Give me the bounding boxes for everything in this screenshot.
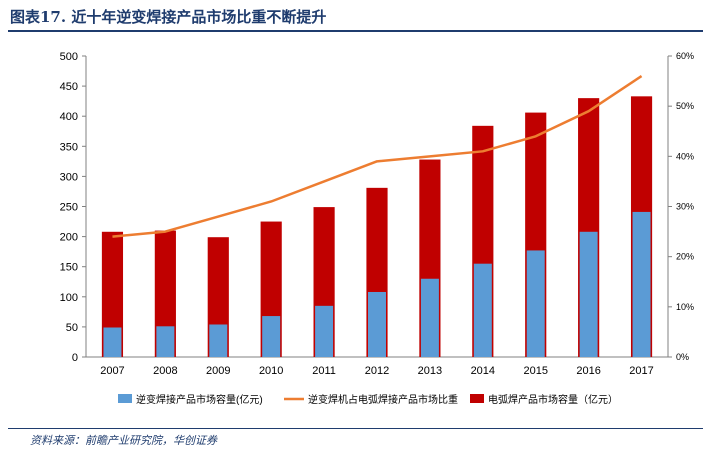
legend-swatch-bar [470, 394, 484, 403]
bar-inverter-welding [368, 291, 386, 357]
source-note: 资料来源：前瞻产业研究院，华创证券 [30, 434, 217, 447]
y-left-tick-label: 250 [60, 202, 78, 214]
bar-arc-welding [101, 231, 124, 357]
legend-label: 逆变焊机占电弧焊接产品市场比重 [308, 393, 458, 406]
x-tick-label: 2014 [471, 365, 495, 377]
y-right-tick-label: 60% [676, 51, 694, 61]
bar-inverter-welding [632, 211, 651, 357]
y-left-tick-label: 0 [72, 352, 78, 364]
y-left-tick-label: 200 [60, 232, 78, 244]
y-right-tick-label: 40% [676, 151, 694, 161]
bar-inverter-welding [420, 278, 439, 357]
bar-inverter-welding [209, 324, 228, 357]
y-right-tick-label: 20% [676, 252, 694, 262]
legend-label: 电弧焊产品市场容量（亿元） [488, 393, 618, 406]
x-tick-label: 2008 [153, 365, 177, 377]
figure-title: 图表17. 近十年逆变焊接产品市场比重不断提升 [10, 8, 327, 26]
bar-inverter-welding [315, 305, 334, 357]
line-inverter-share [112, 75, 643, 238]
x-tick-label: 2015 [523, 365, 547, 377]
x-tick-label: 2017 [629, 365, 653, 377]
bar-inverter-welding [526, 250, 545, 357]
bar-inverter-welding [103, 327, 122, 357]
y-left-tick-label: 400 [60, 111, 78, 123]
y-left-tick-label: 450 [60, 81, 78, 93]
y-left-tick-label: 150 [60, 262, 78, 274]
x-tick-label: 2010 [259, 365, 283, 377]
x-tick-label: 2013 [418, 365, 442, 377]
combo-chart: 0 50 100 150 200 250 300 350 400 450 500 0% 10% 20% 30… [60, 51, 694, 406]
y-left-tick-label: 350 [60, 141, 78, 153]
x-tick-label: 2012 [365, 365, 389, 377]
footer-divider [8, 428, 703, 429]
bar-arc-welding [154, 230, 176, 357]
y-left-tick-label: 500 [60, 51, 78, 63]
bar-inverter-welding [473, 263, 492, 357]
bar-inverter-welding [156, 326, 175, 357]
legend-label: 逆变焊接产品市场容量(亿元) [136, 393, 263, 406]
chart-container: 0 50 100 150 200 250 300 350 400 450 500 0% 10% 20% 30… [0, 36, 711, 426]
legend-swatch-bar [118, 394, 132, 403]
y-right-tick-label: 50% [676, 101, 694, 111]
x-tick-label: 2007 [100, 365, 124, 377]
x-tick-label: 2009 [206, 365, 230, 377]
y-right-tick-label: 0% [676, 352, 689, 362]
bar-inverter-welding [262, 316, 281, 357]
y-right-tick-label: 30% [676, 202, 694, 212]
y-left-tick-label: 300 [60, 171, 78, 183]
title-bar: 图表17. 近十年逆变焊接产品市场比重不断提升 [8, 4, 703, 32]
y-left-tick-label: 100 [60, 292, 78, 304]
y-right-tick-label: 10% [676, 302, 694, 312]
x-tick-label: 2016 [576, 365, 600, 377]
bar-inverter-welding [579, 231, 598, 357]
x-tick-label: 2011 [312, 365, 336, 377]
y-left-tick-label: 50 [66, 322, 78, 334]
